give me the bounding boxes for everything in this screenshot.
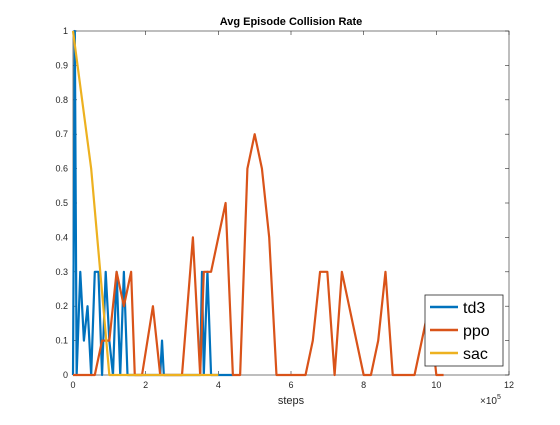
y-tick-label: 0.9 [55, 60, 68, 70]
y-tick-label: 0.1 [55, 336, 68, 346]
y-tick-label: 0.7 [55, 129, 68, 139]
x-tick-label: 0 [70, 380, 75, 390]
y-tick-label: 0.5 [55, 198, 68, 208]
legend-label-sac: sac [463, 346, 488, 363]
x-tick-label: 8 [361, 380, 366, 390]
x-axis-label: steps [278, 395, 305, 407]
series-line-sac [71, 30, 219, 377]
x-axis-multiplier-base: ×10 [480, 396, 497, 407]
series-lines [71, 29, 444, 377]
y-tick-label: 1 [63, 26, 68, 36]
x-tick-label: 6 [288, 380, 293, 390]
y-axis: 0 0.1 0.2 0.3 0.4 0.5 0.6 0.7 0.8 0.9 1 [55, 26, 509, 380]
x-tick-label: 12 [504, 380, 514, 390]
chart-title: Avg Episode Collision Rate [220, 16, 363, 28]
y-tick-label: 0.6 [55, 164, 68, 174]
legend-label-td3: td3 [463, 300, 485, 317]
x-axis-multiplier-exponent: 5 [497, 394, 501, 401]
legend: td3 ppo sac [424, 294, 504, 367]
legend-label-ppo: ppo [463, 323, 490, 340]
y-tick-label: 0.8 [55, 95, 68, 105]
y-tick-label: 0.4 [55, 232, 68, 242]
x-tick-label: 4 [216, 380, 221, 390]
x-tick-label: 2 [143, 380, 148, 390]
y-tick-label: 0 [63, 370, 68, 380]
y-tick-label: 0.3 [55, 267, 68, 277]
x-axis-multiplier: ×105 [480, 394, 501, 407]
x-tick-label: 10 [431, 380, 441, 390]
y-tick-label: 0.2 [55, 301, 68, 311]
